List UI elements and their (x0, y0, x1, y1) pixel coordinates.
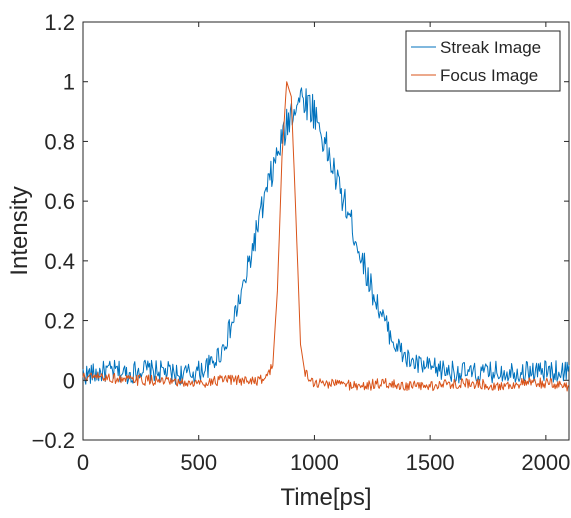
legend: Streak Image Focus Image (405, 30, 561, 92)
legend-label-focus-image: Focus Image (440, 66, 538, 85)
y-tick-label: 0.4 (44, 249, 75, 274)
plot-area: 0 500 1000 1500 2000−0.200.20.40.60.811.2 (32, 10, 571, 475)
x-tick-label: 1500 (406, 450, 455, 475)
legend-box (405, 30, 561, 92)
x-axis-label: Time[ps] (280, 484, 371, 511)
x-tick-label: 2000 (521, 450, 570, 475)
series-layer (82, 81, 570, 392)
y-tick-label: 1.2 (44, 10, 75, 35)
y-tick-label: 1 (63, 70, 75, 95)
y-axis-label: Intensity (6, 186, 33, 275)
y-tick-label: 0 (63, 368, 75, 393)
y-tick-label: 0.8 (44, 129, 75, 154)
series-line-focus-image (82, 81, 570, 392)
tick-layer: 0 500 1000 1500 2000−0.200.20.40.60.811.2 (32, 10, 571, 475)
legend-label-streak-image: Streak Image (440, 38, 541, 57)
y-tick-label: 0.6 (44, 189, 75, 214)
x-tick-label: 500 (180, 450, 217, 475)
y-tick-label: 0.2 (44, 309, 75, 334)
y-tick-label: −0.2 (32, 428, 75, 453)
x-tick-label: 0 (77, 450, 89, 475)
series-line-streak-image (82, 87, 570, 386)
x-tick-label: 1000 (290, 450, 339, 475)
